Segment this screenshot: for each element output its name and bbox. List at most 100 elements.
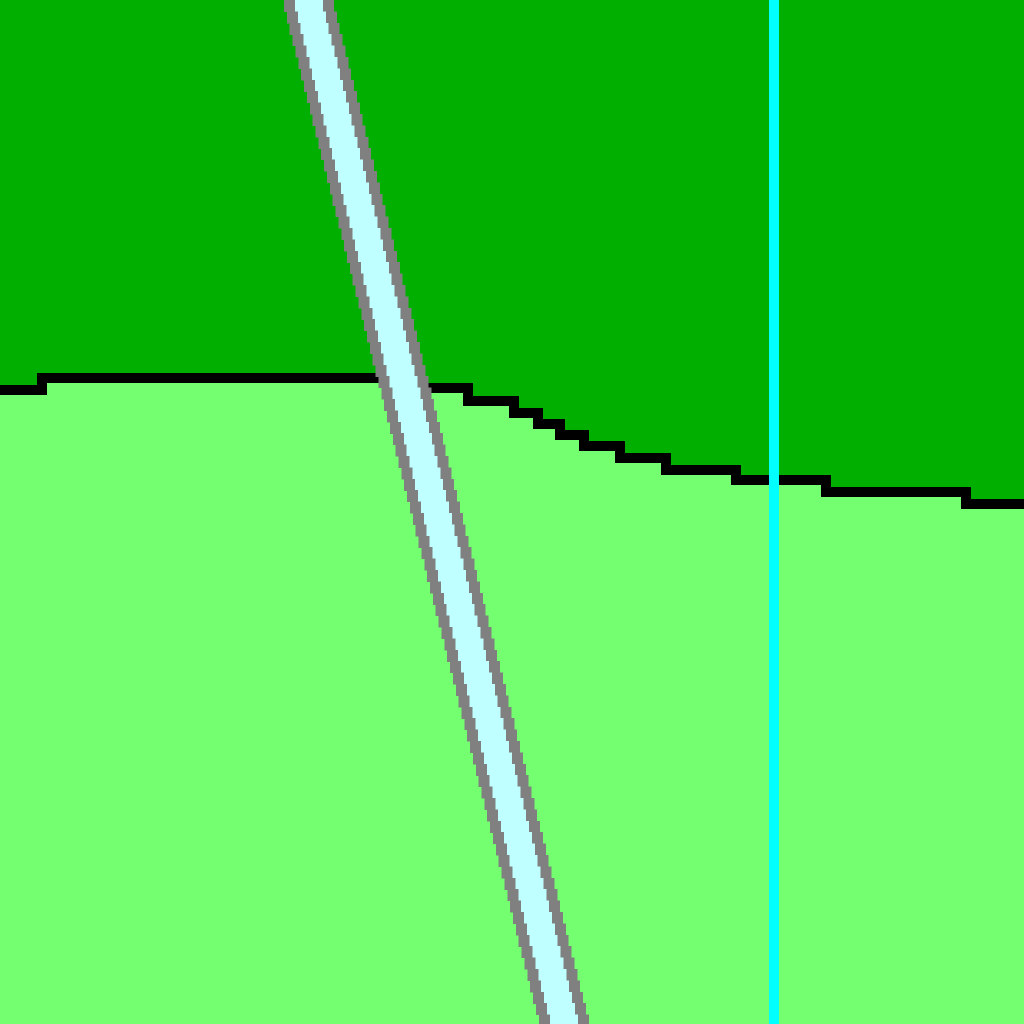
river-water [335, 159, 364, 172]
river-edge [411, 353, 423, 366]
river-edge [404, 478, 416, 491]
river-edge [361, 307, 373, 320]
river-edge [347, 250, 358, 263]
river-edge [510, 900, 522, 913]
river-water [455, 638, 484, 651]
river-edge [364, 319, 376, 332]
river-water [452, 627, 481, 639]
river-edge [552, 912, 563, 924]
river-edge [324, 159, 336, 172]
river-edge [546, 889, 558, 902]
river-water [303, 34, 332, 47]
river-edge [384, 399, 396, 411]
river-edge [335, 205, 347, 218]
river-edge [450, 661, 461, 674]
river-edge [554, 923, 566, 936]
river-edge [395, 444, 407, 457]
river-edge [455, 684, 467, 696]
river-edge [511, 752, 523, 765]
river-water [441, 581, 469, 594]
river-edge [494, 684, 506, 696]
river-edge [500, 706, 512, 719]
river-edge [481, 786, 493, 799]
river-water [312, 68, 341, 81]
river-water [309, 57, 338, 69]
river-edge [509, 741, 521, 753]
river-edge [340, 68, 352, 81]
river-edge [337, 57, 349, 69]
river-edge [441, 627, 453, 639]
river-edge [352, 273, 364, 286]
river-edge [507, 889, 519, 902]
river-water [352, 228, 381, 240]
river-water [432, 547, 461, 560]
river-water [443, 592, 472, 605]
river-water [295, 0, 323, 12]
river-water [426, 524, 455, 537]
river-edge [486, 649, 498, 662]
river-water [549, 1014, 578, 1024]
river-edge [423, 399, 435, 411]
river-edge [443, 478, 455, 491]
river-edge [460, 547, 472, 560]
river-edge [451, 513, 463, 525]
river-edge [560, 946, 572, 959]
river-water [369, 296, 398, 309]
river-water [380, 342, 409, 354]
river-edge [284, 0, 295, 12]
river-edge [458, 695, 470, 708]
river-edge [334, 45, 346, 58]
river-edge [403, 319, 415, 332]
river-edge [323, 0, 334, 12]
river-edge [438, 615, 450, 628]
river-edge [338, 216, 350, 229]
river-edge [343, 79, 354, 92]
river-water [483, 752, 512, 765]
river-edge [540, 866, 552, 879]
river-water [323, 114, 352, 126]
river-edge [304, 79, 315, 92]
river-edge [446, 490, 458, 503]
river-edge [329, 182, 341, 195]
river-water [486, 763, 515, 776]
river-edge [358, 296, 370, 309]
river-edge [418, 535, 430, 548]
river-edge [530, 980, 542, 993]
river-edge [368, 182, 380, 195]
river-edge [514, 763, 526, 776]
river-edge [312, 114, 324, 126]
river-water [421, 501, 449, 514]
river-edge [394, 285, 406, 297]
river-edge [566, 969, 578, 981]
river-edge [434, 444, 446, 457]
river-edge [461, 706, 473, 719]
river-water [515, 877, 544, 890]
river-water [526, 923, 555, 936]
river-edge [375, 364, 387, 377]
river-edge [532, 832, 543, 845]
river-edge [444, 638, 456, 651]
river-edge [437, 456, 449, 468]
river-edge [569, 980, 581, 993]
river-edge [387, 410, 399, 423]
river-edge [292, 34, 304, 47]
river-water [504, 832, 532, 845]
river-edge [463, 558, 475, 571]
river-water [463, 672, 492, 685]
river-edge [574, 1003, 586, 1016]
river-edge [325, 11, 337, 24]
river-edge [401, 467, 413, 480]
river-water [378, 330, 406, 343]
river-water [489, 775, 518, 788]
river-edge [417, 376, 429, 389]
river-edge [349, 262, 361, 275]
river-edge [397, 296, 409, 309]
river-edge [318, 136, 330, 149]
river-edge [523, 798, 535, 810]
river-edge [326, 171, 338, 183]
river-edge [435, 604, 447, 617]
river-edge [577, 1014, 589, 1024]
river-edge [363, 159, 375, 172]
river-edge [501, 866, 513, 879]
river-water [461, 661, 489, 674]
